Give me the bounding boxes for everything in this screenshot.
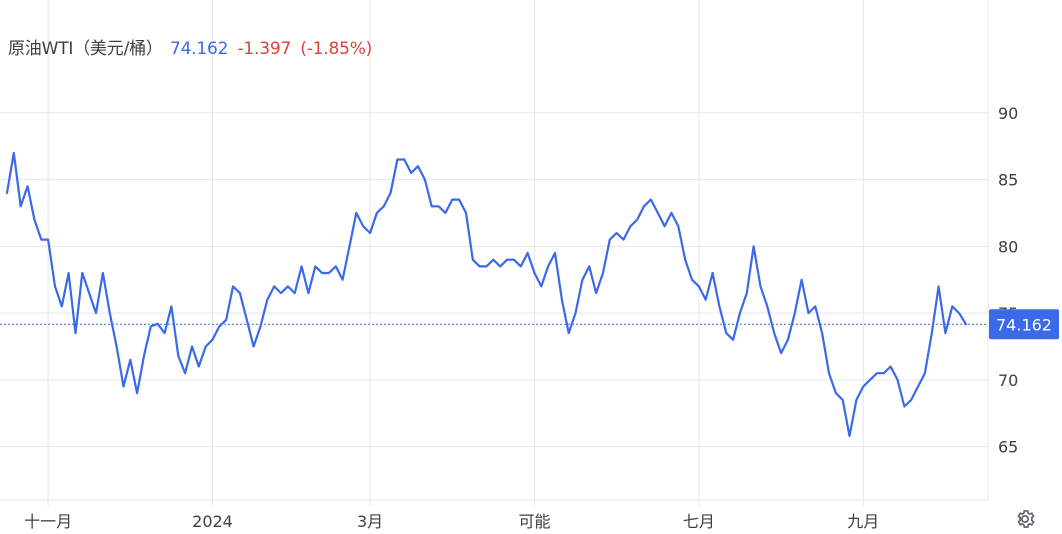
x-tick-label: 九月 xyxy=(847,512,879,531)
y-tick-label: 80 xyxy=(998,237,1018,256)
current-price: 74.162 xyxy=(169,39,229,59)
x-tick-label: 七月 xyxy=(683,512,715,531)
x-axis: 十一月 2024 3月 可能 七月 九月 xyxy=(24,512,879,531)
y-axis: 657075808590 xyxy=(998,104,1018,457)
y-tick-label: 65 xyxy=(998,438,1018,457)
price-change-percent: (-1.85%) xyxy=(300,39,373,59)
x-tick-label: 2024 xyxy=(192,512,233,531)
instrument-name: 原油WTI（美元/桶） xyxy=(8,39,163,59)
current-price-tag: 74.162 xyxy=(989,309,1059,340)
price-change: -1.397 xyxy=(237,39,292,59)
y-tick-label: 70 xyxy=(998,371,1018,390)
x-tick-label: 可能 xyxy=(518,512,550,531)
x-tick-label: 3月 xyxy=(357,512,383,531)
settings-gear-icon[interactable] xyxy=(1014,508,1036,530)
y-tick-label: 90 xyxy=(998,104,1018,123)
current-price-label: 74.162 xyxy=(996,315,1052,334)
x-tick-label: 十一月 xyxy=(24,512,72,531)
y-tick-label: 85 xyxy=(998,171,1018,190)
price-series-line[interactable] xyxy=(5,151,968,437)
chart-header: 原油WTI（美元/桶） 74.162 -1.397 (-1.85%) xyxy=(8,34,372,59)
grid xyxy=(0,0,989,506)
